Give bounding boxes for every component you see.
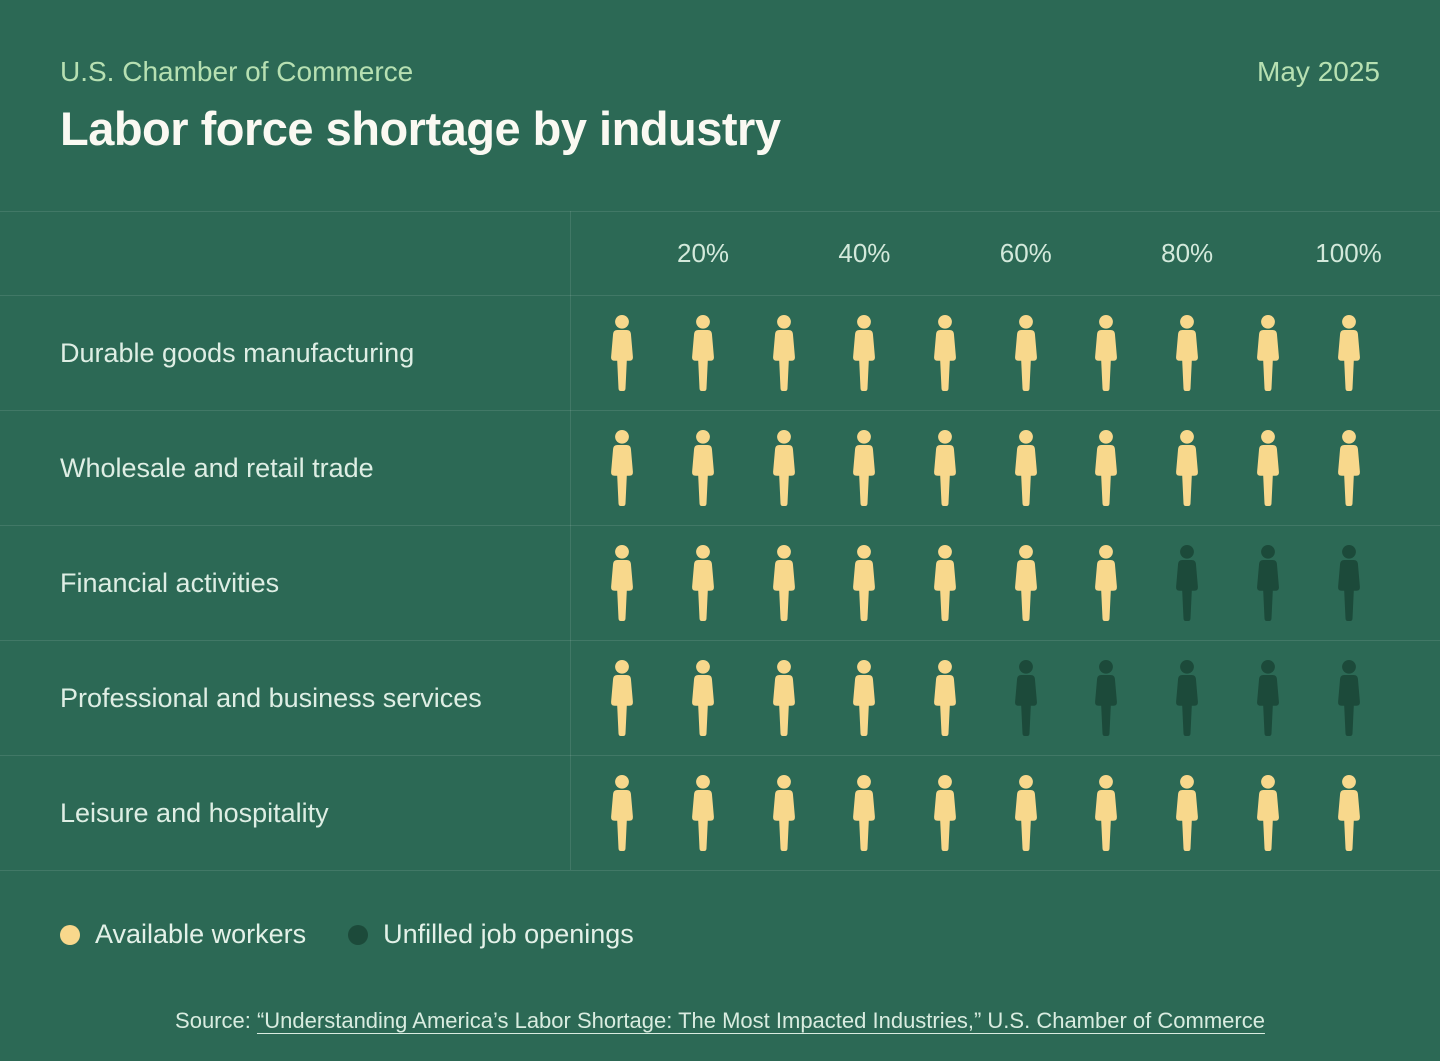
source-line: Source: “Understanding America’s Labor S… [0, 1008, 1440, 1034]
person-icon-available [1176, 775, 1199, 851]
person-icon-available [1014, 430, 1037, 506]
chart-row: Leisure and hospitality [0, 756, 1440, 871]
person-icon-available [853, 775, 876, 851]
axis-tick-label: 40% [838, 238, 891, 268]
person-icon-available [692, 660, 714, 736]
person-icon-available [1095, 545, 1118, 621]
pictogram-chart: 20% 40% 60% 80% 100% Durable goods manufactu… [0, 211, 1440, 871]
axis-tick-label: 80% [1161, 238, 1214, 268]
person-icon-available [1337, 315, 1360, 391]
person-icon-available [1014, 775, 1037, 851]
person-icon-available [1014, 315, 1037, 391]
row-label: Wholesale and retail trade [60, 452, 374, 483]
person-icon-available [1256, 775, 1279, 851]
person-icon-available [1095, 775, 1118, 851]
person-icon-available [853, 545, 876, 621]
person-icon-available [692, 545, 714, 621]
chart-row: Wholesale and retail trade [0, 411, 1440, 526]
person-icon-available [611, 545, 634, 621]
person-icon-available [1256, 315, 1279, 391]
person-icon-available [772, 545, 795, 621]
person-icon-available [1176, 430, 1199, 506]
person-icon-available [611, 315, 634, 391]
person-icon-available [1095, 315, 1118, 391]
axis-tick-label: 100% [1315, 238, 1382, 268]
axis-tick-label: 20% [677, 238, 730, 268]
person-icon-unfilled [1014, 660, 1037, 736]
person-icon-available [1337, 775, 1360, 851]
row-label: Professional and business services [60, 682, 482, 713]
person-icon-available [1256, 430, 1279, 506]
row-label: Durable goods manufacturing [60, 337, 415, 368]
chart-row: Professional and business services [0, 641, 1440, 756]
chart-divider-line [570, 211, 571, 870]
person-icon-available [772, 315, 795, 391]
date-label: May 2025 [1257, 56, 1380, 87]
person-icon-available [934, 660, 957, 736]
axis-ticks-row: 20% 40% 60% 80% 100% [0, 212, 1440, 296]
person-icon-available [1095, 430, 1118, 506]
source-link[interactable]: “Understanding America’s Labor Shortage:… [256, 1008, 1265, 1033]
person-icon-available [692, 315, 714, 391]
person-icon-unfilled [1095, 660, 1118, 736]
chart-row: Financial activities [0, 526, 1440, 641]
page-title: Labor force shortage by industry [60, 102, 781, 155]
person-icon-available [1176, 315, 1199, 391]
unfilled-openings-dot-icon [348, 924, 369, 945]
person-icon-unfilled [1256, 545, 1279, 621]
person-icon-available [692, 430, 714, 506]
person-icon-unfilled [1337, 660, 1360, 736]
person-icon-unfilled [1176, 660, 1199, 736]
person-icon-available [772, 775, 795, 851]
axis-tick-label: 60% [999, 238, 1052, 268]
person-icon-available [934, 775, 957, 851]
person-icon-available [1014, 545, 1037, 621]
person-icon-available [611, 430, 634, 506]
person-icon-available [611, 775, 634, 851]
legend-item-unfilled: Unfilled job openings [348, 919, 634, 950]
person-icon-available [934, 315, 957, 391]
legend-label: Available workers [95, 919, 307, 949]
person-icon-unfilled [1176, 545, 1199, 621]
person-icon-available [934, 545, 957, 621]
row-label: Financial activities [60, 567, 280, 598]
person-icon-unfilled [1337, 545, 1360, 621]
row-label: Leisure and hospitality [60, 797, 329, 828]
chart-row: Durable goods manufacturing [0, 296, 1440, 411]
publisher-label: U.S. Chamber of Commerce [60, 56, 414, 87]
legend-item-available: Available workers [60, 919, 306, 950]
legend: Available workers Unfilled job openings [60, 919, 634, 950]
available-workers-dot-icon [60, 924, 80, 945]
person-icon-available [772, 660, 795, 736]
person-icon-available [853, 660, 876, 736]
source-prefix: Source: [175, 1008, 257, 1033]
person-icon-available [772, 430, 795, 506]
person-icon-available [934, 430, 957, 506]
person-icon-available [611, 660, 634, 736]
person-icon-available [1337, 430, 1360, 506]
person-icon-available [853, 315, 876, 391]
legend-label: Unfilled job openings [383, 919, 634, 949]
person-icon-available [692, 775, 714, 851]
person-icon-available [853, 430, 876, 506]
person-icon-unfilled [1256, 660, 1279, 736]
